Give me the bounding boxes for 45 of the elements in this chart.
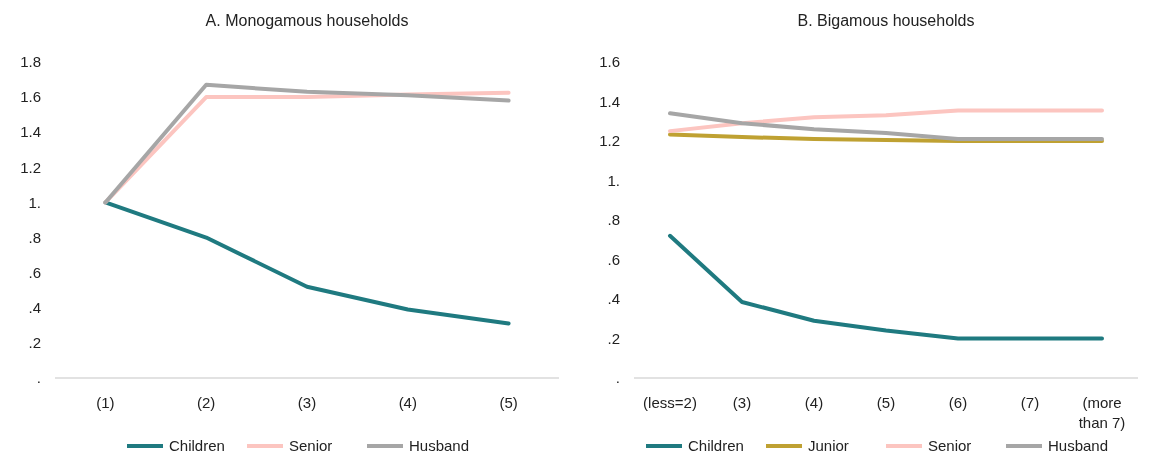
y-tick-label: 1.6 [599,53,620,71]
line-series [103,200,511,326]
x-tick-label: (4) [398,394,417,411]
y-tick-label: .2 [28,334,41,352]
line-series [668,108,1104,134]
y-tick-label: 1.4 [20,123,41,141]
x-tick-label: (1) [96,394,115,411]
x-tick-label: (4) [804,394,824,411]
legend-label: Husband [409,437,470,455]
y-tick-label: 1.2 [20,158,41,176]
x-tick-label: (less=2) [643,394,697,411]
y-tick-label: .8 [28,228,41,246]
y-tick-label: 1.4 [599,92,620,110]
y-tick-label: .8 [607,211,620,229]
y-tick-label: .6 [607,250,620,268]
y-tick-label: . [615,369,620,387]
chart-title: A. Monogamous households [205,12,409,29]
y-tick-label: .6 [28,263,41,281]
x-tick-label: (3) [732,394,752,411]
x-tick-label: (more than 7) [1078,394,1126,431]
legend-label: Senior [928,437,972,455]
y-tick-label: .4 [607,290,620,308]
y-tick-label: .2 [607,329,620,347]
line-series [668,132,1104,143]
y-tick-label: 1.2 [599,132,620,150]
x-tick-label: (3) [297,394,317,411]
legend-label: Junior [808,437,849,455]
x-tick-label: (5) [876,394,896,411]
legend-label: Senior [289,437,333,455]
y-tick-label: .4 [28,299,41,317]
legend-label: Husband [1048,437,1109,455]
legend-label: Children [169,437,225,455]
x-tick-label: (5) [499,394,518,411]
legend-label: Children [688,437,744,455]
line-series [668,233,1104,341]
x-tick-label: (7) [1020,394,1040,411]
y-tick-label: 1. [607,171,620,189]
y-tick-label: 1.6 [20,88,41,106]
y-tick-label: . [36,369,41,387]
x-tick-label: (6) [948,394,968,411]
chart-title: B. Bigamous households [797,12,975,29]
y-tick-label: 1.8 [20,53,41,71]
x-tick-label: (2) [197,394,216,411]
y-tick-label: 1. [28,193,41,211]
line-series [668,111,1104,142]
